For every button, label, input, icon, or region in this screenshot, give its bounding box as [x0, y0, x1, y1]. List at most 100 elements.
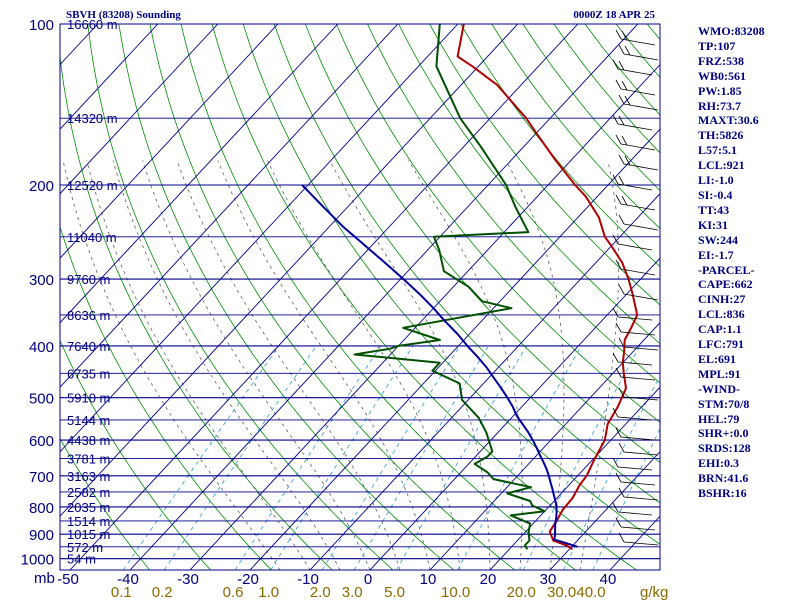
index-item: EHI:0.3: [698, 456, 740, 471]
index-item: MPL:91: [698, 366, 741, 381]
height-label: 12520 m: [67, 178, 118, 193]
isotherm: [0, 24, 38, 570]
plot-background: [60, 24, 660, 570]
plot-frame: [59, 23, 661, 571]
wind-barb-flag: [615, 194, 622, 205]
wind-barb-flag: [624, 45, 631, 56]
isotherm: [60, 24, 399, 388]
height-label: 2035 m: [67, 500, 110, 515]
wind-barb: [620, 481, 656, 486]
wind-barb-flag: [615, 79, 622, 90]
dry-adiabat: [60, 225, 272, 570]
index-item: BRN:41.6: [698, 471, 749, 486]
temperature-tick-label: -20: [237, 571, 259, 588]
dry-adiabat: [367, 24, 660, 384]
index-item: TP:107: [698, 38, 736, 53]
height-label: 2582 m: [67, 485, 110, 500]
wind-barb-flag: [618, 214, 625, 225]
wind-barb-flag: [612, 307, 619, 318]
wind-barb: [617, 416, 653, 421]
temperature-tick-label: -50: [57, 571, 79, 588]
dry-adiabat: [460, 24, 660, 268]
index-item: -WIND-: [698, 381, 740, 396]
axis-labels: 0.1 0.2 0.6 1.0 2.0 3.0 5.0 10.0 20.0 30.0 40.0100…: [21, 17, 617, 600]
wind-barb-flag: [624, 155, 631, 166]
isotherm: [60, 24, 339, 324]
index-item: LI:-1.0: [698, 173, 734, 188]
pressure-tick-label: 700: [29, 469, 54, 486]
height-label: 16660 m: [67, 17, 118, 32]
mixing-ratio-line: [396, 345, 527, 570]
height-label: 572 m: [67, 540, 103, 555]
isotherm: [309, 193, 660, 570]
wind-barb-flag: [615, 472, 622, 483]
height-label: 5144 m: [67, 413, 110, 428]
height-label: 5910 m: [67, 391, 110, 406]
wind-barb: [617, 511, 653, 516]
isotherm: [489, 386, 660, 570]
moist-adiabat: [579, 160, 620, 570]
wind-barb: [620, 331, 656, 336]
wind-barb-flag: [615, 134, 622, 145]
wind-barb-flag: [618, 442, 625, 453]
wind-barb-flag: [615, 259, 622, 270]
mixing-ratio-line: [522, 345, 641, 570]
index-item: STM:70/8: [698, 396, 750, 411]
index-item: SI:-0.4: [698, 187, 733, 202]
wind-barb: [620, 376, 656, 381]
wind-barb-flag: [612, 407, 619, 418]
wind-barb-flag: [621, 135, 628, 146]
wind-barb-flag: [618, 284, 625, 295]
moist-adiabat: [217, 160, 431, 570]
index-item: CINH:27: [698, 292, 746, 307]
wind-barb-flag: [621, 30, 628, 41]
sounding-profiles: [301, 24, 639, 551]
moist-adiabat: [176, 160, 401, 570]
wind-barb: [620, 268, 656, 276]
height-label: 9760 m: [67, 272, 110, 287]
temperature-tick-label: -40: [117, 571, 139, 588]
mixing-ratio-tick-label: 2.0: [310, 584, 331, 600]
wind-barb: [623, 541, 659, 546]
wind-barb-flag: [615, 427, 622, 438]
isotherm: [429, 322, 660, 570]
index-item: LCL:921: [698, 158, 745, 173]
pressure-tick-label: 900: [29, 527, 54, 544]
wind-barb: [620, 436, 656, 441]
parcel-profile: [301, 184, 578, 548]
dry-adiabat: [336, 24, 660, 423]
dry-adiabat: [60, 53, 333, 570]
temperature-tick-label: 20: [480, 571, 497, 588]
index-item: RH:73.7: [698, 98, 741, 113]
wind-barb-flag: [621, 80, 628, 91]
mixing-ratio-tick-label: 0.6: [223, 584, 244, 600]
index-item: PW:1.85: [698, 83, 742, 98]
mixing-ratio-tick-label: 40.0: [576, 584, 605, 600]
isotherm: [60, 24, 219, 195]
wind-barb-flag: [612, 457, 619, 468]
index-item: MAXT:30.6: [698, 113, 759, 128]
moist-adiabat: [112, 160, 341, 570]
height-label: 3163 m: [67, 469, 110, 484]
wind-barb-flag: [624, 95, 631, 106]
moist-adiabat: [329, 160, 491, 570]
wind-barb-flag: [618, 44, 625, 55]
wind-barb-flag: [615, 322, 622, 333]
mixing-ratio-tick-label: 10.0: [441, 584, 470, 600]
isotherm: [60, 24, 279, 259]
wind-barb-flag: [615, 367, 622, 378]
wind-barb-flag: [615, 517, 622, 528]
wind-barb-flag: [621, 195, 628, 206]
wind-barb: [623, 223, 659, 231]
index-item: KI:31: [698, 217, 728, 232]
wind-barb-flag: [618, 94, 625, 105]
wind-barb-flag: [618, 387, 625, 398]
wind-barb-flag: [618, 337, 625, 348]
mixing-ratio-tick-label: 1.0: [258, 584, 279, 600]
index-item: TH:5826: [698, 128, 744, 143]
wind-barb-flag: [612, 114, 619, 125]
dry-adiabat: [60, 339, 211, 570]
isotherm: [69, 24, 579, 570]
isotherm: [549, 451, 660, 570]
